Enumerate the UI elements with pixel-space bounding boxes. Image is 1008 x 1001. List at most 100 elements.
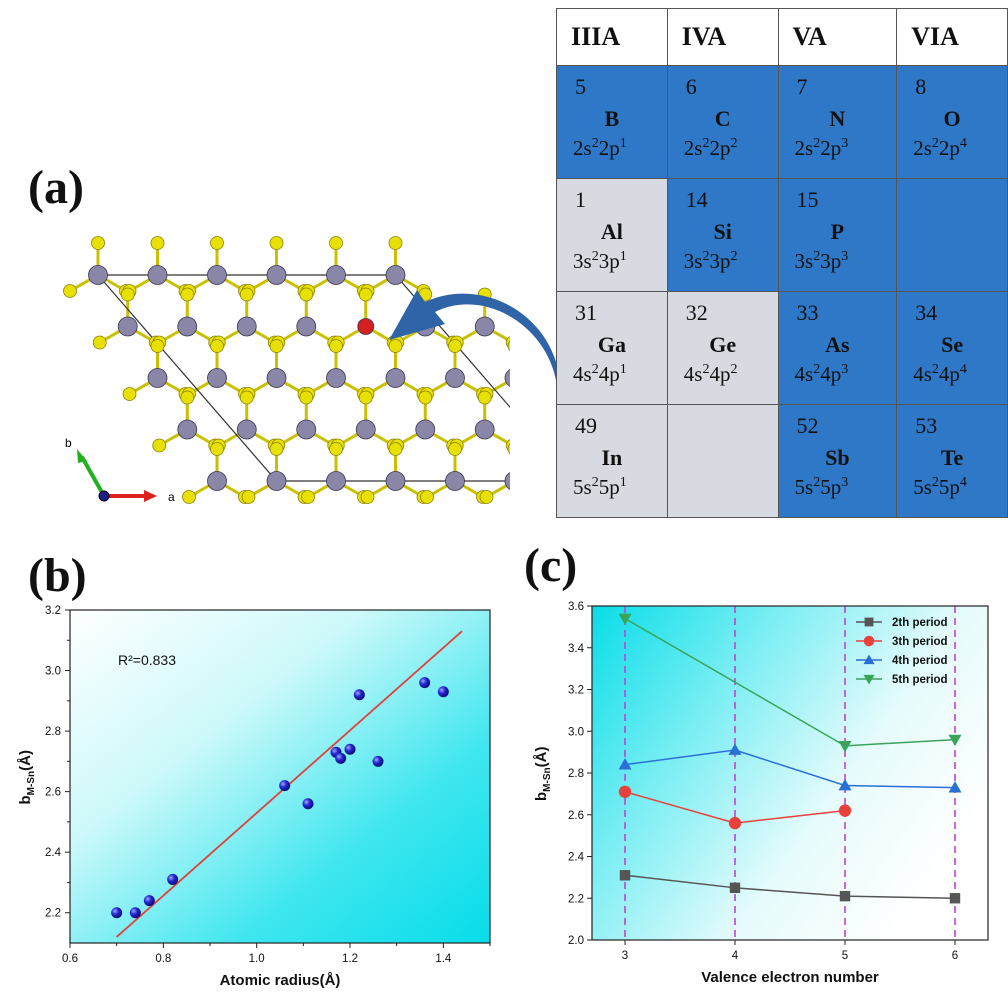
y-tick-label: 3.6 — [568, 601, 584, 613]
x-axis-label: Atomic radius(Å) — [220, 972, 341, 989]
marker-circle — [728, 816, 742, 830]
s-atom — [269, 442, 284, 456]
element-symbol: Se — [941, 332, 964, 357]
axis-label-b: b — [65, 436, 72, 450]
scatter-point — [372, 755, 384, 767]
y-axis-label: bM-Sn(Å) — [533, 747, 553, 801]
sn-atom — [326, 265, 346, 285]
marker-triangle-up — [948, 781, 962, 793]
s-atom — [329, 236, 343, 250]
element-cell-p: 15 P 3s23p3 — [777, 178, 898, 292]
config-exponent: 2 — [813, 136, 821, 151]
config-orbital: 5s — [913, 475, 932, 499]
element-cell-ge: 32 Ge 4s24p2 — [666, 291, 779, 405]
atomic-number: 5 — [575, 74, 586, 99]
config-orbital: 4p — [820, 362, 842, 386]
config-exponent: 2 — [591, 475, 599, 490]
s-atom — [507, 340, 510, 352]
config-exponent: 2 — [730, 249, 738, 264]
config-exponent: 2 — [813, 249, 821, 264]
marker-triangle-up — [728, 743, 742, 755]
s-atom — [210, 442, 224, 456]
element-cell-se: 34 Se 4s24p4 — [896, 291, 1008, 405]
config-orbital: 3p — [598, 249, 620, 273]
config-orbital: 2s — [573, 136, 592, 160]
x-axis-label: Valence electron number — [701, 969, 879, 986]
header-VA: VA — [777, 8, 898, 66]
electron-config: 5s25p1 — [573, 475, 627, 500]
element-symbol: Al — [600, 219, 623, 244]
s-atom — [358, 390, 373, 405]
config-orbital: 2s — [683, 136, 703, 160]
element-cell-al: 1 Al 3s23p1 — [556, 178, 668, 292]
sn-atom — [385, 471, 406, 491]
config-exponent: 2 — [702, 249, 710, 264]
config-orbital: 4s — [913, 362, 932, 386]
sn-atom — [385, 368, 406, 388]
atomic-number: 7 — [796, 74, 808, 99]
element-cell-in: 49 In 5s25p1 — [556, 404, 668, 518]
config-orbital: 5p — [820, 475, 842, 499]
s-atom — [358, 287, 373, 302]
atomic-number: 34 — [915, 300, 938, 325]
axis-label-a: a — [168, 490, 175, 504]
s-atom — [299, 287, 314, 302]
atomic-number: 8 — [915, 74, 927, 99]
sn-atom — [415, 419, 436, 440]
element-cell-c: 6 C 2s22p2 — [666, 65, 779, 179]
electron-config: 2s22p1 — [573, 136, 627, 161]
y-tick-label: 2.0 — [568, 935, 584, 947]
electron-config: 2s22p4 — [913, 136, 967, 161]
series-line — [624, 874, 956, 899]
config-orbital: 4s — [683, 362, 703, 386]
element-symbol: N — [829, 106, 846, 131]
sn-atom — [236, 419, 257, 440]
x-tick-label: 1.4 — [435, 953, 452, 965]
scatter-point — [335, 752, 347, 764]
marker-triangle-up — [863, 654, 875, 665]
sn-atom — [504, 369, 510, 387]
x-tick-label: 1.2 — [342, 953, 358, 965]
marker-square — [839, 890, 851, 902]
s-atom — [360, 490, 375, 504]
empty-cell-1-3 — [896, 178, 1008, 292]
config-exponent: 1 — [619, 475, 627, 490]
a-axis-arrowhead — [144, 490, 157, 502]
element-cell-n: 7 N 2s22p3 — [777, 65, 898, 179]
electron-config: 4s24p4 — [913, 362, 967, 387]
scatter-point — [302, 798, 314, 810]
electron-config: 2s22p3 — [795, 136, 849, 161]
atoms — [63, 236, 510, 504]
y-tick-label: 2.8 — [568, 768, 584, 780]
y-tick-label: 2.2 — [568, 893, 584, 905]
marker-square — [729, 882, 741, 894]
chart-c-line: 3 4 5 6 2.0 2.2 2.4 2.6 2.8 3.0 3.2 3.4 3.6 2th perio… — [533, 601, 989, 986]
config-orbital: 2s — [794, 136, 814, 160]
marker-triangle-down — [863, 674, 875, 685]
sn-atom — [147, 265, 168, 285]
atomic-number: 15 — [796, 187, 819, 212]
sn-atom — [474, 419, 495, 440]
scatter-point — [437, 686, 449, 698]
marker-triangle-down — [838, 740, 852, 753]
plot-frame — [69, 609, 491, 944]
y-tick-label: 2.6 — [45, 787, 61, 799]
s-atom — [210, 339, 224, 353]
atomic-number: 1 — [575, 187, 586, 212]
s-atom — [63, 284, 77, 298]
y-tick-label: 3.2 — [568, 685, 584, 697]
chart-b-scatter: 0.6 0.8 1.0 1.2 1.4 2.2 2.4 2.6 2.8 3.0 3.2 R²=0.83… — [17, 605, 491, 989]
config-orbital: 2p — [709, 136, 731, 160]
config-exponent: 2 — [931, 136, 939, 151]
sn-atom — [296, 419, 317, 440]
sn-atom — [504, 472, 510, 490]
element-symbol: B — [604, 106, 620, 131]
config-exponent: 1 — [619, 136, 627, 151]
electron-config: 4s24p2 — [684, 362, 738, 387]
s-atom — [388, 442, 403, 456]
sn-atom — [117, 316, 138, 337]
s-atom — [388, 339, 403, 353]
y-tick-label: 2.8 — [45, 726, 61, 738]
curved-arrow-shape — [389, 290, 561, 387]
sn-atom — [474, 316, 495, 337]
